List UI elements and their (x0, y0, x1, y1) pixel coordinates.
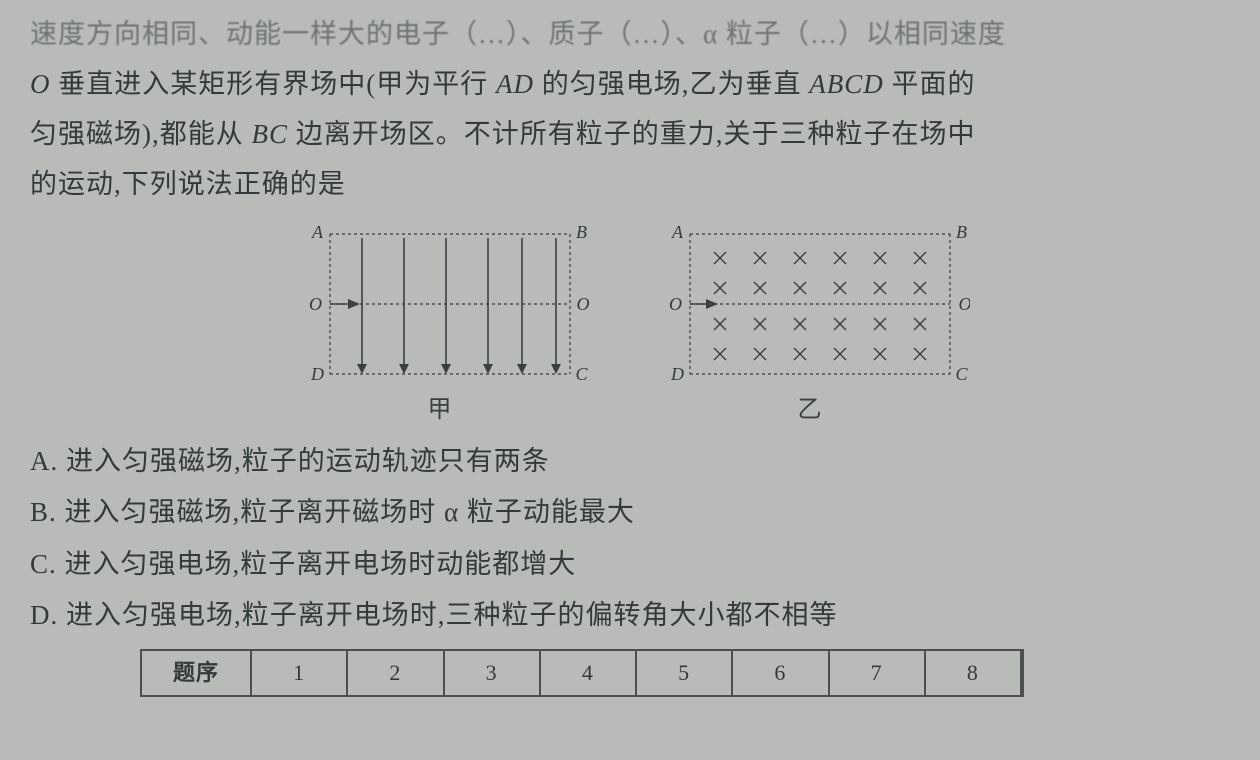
svg-text:B: B (956, 222, 968, 242)
svg-text:O′: O′ (959, 294, 970, 314)
table-header: 题序 (142, 651, 252, 695)
figure-yi: A B C D O O′ 乙 (650, 216, 970, 432)
figure-yi-label: 乙 (650, 388, 970, 432)
table-cell: 5 (637, 651, 733, 695)
figure-jia-svg: A B C D O O′ (290, 216, 590, 386)
svg-text:O: O (669, 294, 683, 314)
option-a: A. 进入匀强磁场,粒子的运动轨迹只有两条 (30, 436, 1230, 487)
svg-text:C: C (955, 364, 968, 384)
figure-jia: A B C D O O′ 甲 (290, 216, 590, 432)
answer-table: 题序 1 2 3 4 5 6 7 8 (140, 649, 1024, 697)
stem-line-1: O 垂直进入某矩形有界场中(甲为平行 AD 的匀强电场,乙为垂直 ABCD 平面… (30, 60, 1230, 110)
option-d: D. 进入匀强电场,粒子离开电场时,三种粒子的偏转角大小都不相等 (30, 590, 1230, 641)
table-cell: 1 (252, 651, 348, 695)
options-list: A. 进入匀强磁场,粒子的运动轨迹只有两条 B. 进入匀强磁场,粒子离开磁场时 … (30, 436, 1230, 641)
svg-text:C: C (575, 364, 588, 384)
svg-text:O: O (309, 294, 323, 314)
figure-jia-label: 甲 (290, 388, 590, 432)
table-cell: 2 (348, 651, 444, 695)
table-cell: 6 (733, 651, 829, 695)
page: 速度方向相同、动能一样大的电子（…）、质子（…）、α 粒子（…）以相同速度 O … (0, 0, 1260, 697)
svg-text:B: B (576, 222, 588, 242)
figure-yi-svg: A B C D O O′ (650, 216, 970, 386)
svg-text:D: D (310, 364, 325, 384)
svg-text:O′: O′ (577, 294, 590, 314)
option-b: B. 进入匀强磁场,粒子离开磁场时 α 粒子动能最大 (30, 487, 1230, 538)
svg-text:A: A (311, 222, 324, 242)
stem-line-2: 匀强磁场),都能从 BC 边离开场区。不计所有粒子的重力,关于三种粒子在场中 (30, 110, 1230, 160)
question-stem: 速度方向相同、动能一样大的电子（…）、质子（…）、α 粒子（…）以相同速度 O … (30, 10, 1230, 210)
svg-text:A: A (671, 222, 684, 242)
table-cell: 7 (830, 651, 926, 695)
table-cell: 4 (541, 651, 637, 695)
figures-row: A B C D O O′ 甲 A B C D O O′ 乙 (30, 216, 1230, 432)
table-cell: 8 (926, 651, 1022, 695)
svg-text:D: D (670, 364, 685, 384)
stem-line-0: 速度方向相同、动能一样大的电子（…）、质子（…）、α 粒子（…）以相同速度 (30, 10, 1230, 60)
option-c: C. 进入匀强电场,粒子离开电场时动能都增大 (30, 539, 1230, 590)
stem-line-3: 的运动,下列说法正确的是 (30, 160, 1230, 210)
table-cell: 3 (445, 651, 541, 695)
